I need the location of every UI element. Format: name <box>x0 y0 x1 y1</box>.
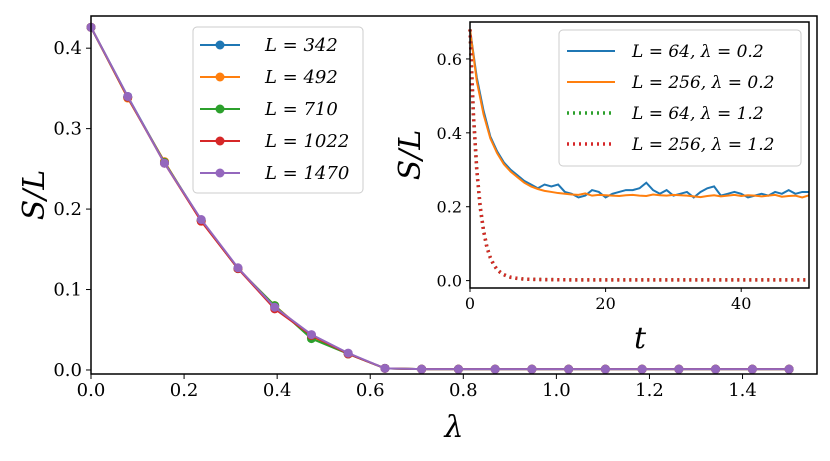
y-tick-label: 0.2 <box>53 199 82 220</box>
y-tick-label: 0.1 <box>53 280 82 301</box>
legend-label: L = 710 <box>264 99 338 120</box>
data-point <box>123 91 133 101</box>
legend-marker <box>215 136 225 146</box>
data-point <box>600 364 610 374</box>
x-tick-label: 0.6 <box>356 380 385 401</box>
data-point <box>490 364 500 374</box>
legend-marker <box>215 104 225 114</box>
data-point <box>380 363 390 373</box>
x-tick-label: 1.4 <box>728 380 757 401</box>
data-point <box>233 263 243 273</box>
legend-label: L = 1022 <box>264 131 349 152</box>
main-legend-frame <box>192 26 364 194</box>
inset-plot: 0 20 40 0.0 0.2 0.4 0.6 t S/L L = 64, λ = 0.2… <box>393 21 810 356</box>
legend-marker <box>215 72 225 82</box>
y-tick-label: 0.6 <box>437 50 462 69</box>
y-tick-label: 0.0 <box>53 360 82 381</box>
data-point <box>417 364 427 374</box>
data-point <box>711 364 721 374</box>
main-series-group <box>86 22 794 374</box>
main-y-axis: 0.0 0.1 0.2 0.3 0.4 <box>53 38 91 381</box>
legend-marker <box>215 40 225 50</box>
data-point <box>453 364 463 374</box>
data-point <box>159 158 169 168</box>
y-tick-label: 0.0 <box>437 272 462 291</box>
inset-series-line-1 <box>469 29 810 199</box>
inset-x-axis-label: t <box>634 321 647 356</box>
inset-y-axis: 0.0 0.2 0.4 0.6 <box>437 50 470 291</box>
inset-legend-frame <box>558 29 802 167</box>
data-point <box>674 364 684 374</box>
inset-series-group <box>468 29 810 282</box>
inset-legend: L = 64, λ = 0.2 L = 256, λ = 0.2 L = 64, λ… <box>558 29 802 167</box>
data-point <box>270 302 280 312</box>
inset-plot-frame <box>469 21 810 289</box>
x-tick-label: 1.2 <box>635 380 664 401</box>
x-tick-label: 1.0 <box>542 380 571 401</box>
y-tick-label: 0.2 <box>437 198 462 217</box>
x-tick-label: 20 <box>595 294 615 313</box>
data-point <box>527 364 537 374</box>
data-point <box>747 364 757 374</box>
x-tick-label: 0 <box>465 294 475 313</box>
data-point <box>196 215 206 225</box>
series-line-4 <box>90 26 790 371</box>
inset-y-axis-label: S/L <box>393 130 428 181</box>
data-point <box>564 364 574 374</box>
y-tick-label: 0.3 <box>53 119 82 140</box>
main-y-axis-label: S/L <box>17 170 52 221</box>
main-legend: L = 342 L = 492 L = 710 L = 1022 L = 1470 <box>192 26 364 194</box>
inset-x-axis: 0 20 40 <box>465 288 751 313</box>
inset-legend-label: L = 64, λ = 0.2 <box>631 42 764 62</box>
data-point <box>306 330 316 340</box>
inset-legend-label: L = 64, λ = 1.2 <box>631 104 764 124</box>
x-tick-label: 0.8 <box>449 380 478 401</box>
inset-series-line-3 <box>468 29 809 282</box>
x-tick-label: 0.0 <box>77 380 106 401</box>
legend-marker <box>215 168 225 178</box>
main-plot: 0.0 0.2 0.4 0.6 0.8 1.0 1.2 1.4 0.0 0.1 0.2 0.3 0.4… <box>17 15 818 445</box>
legend-label: L = 342 <box>264 35 338 56</box>
inset-legend-label: L = 256, λ = 1.2 <box>631 135 774 155</box>
y-tick-label: 0.4 <box>437 124 462 143</box>
main-plot-frame <box>90 15 818 375</box>
data-point <box>784 364 794 374</box>
inset-legend-label: L = 256, λ = 0.2 <box>631 73 774 93</box>
data-point <box>343 348 353 358</box>
x-tick-label: 40 <box>731 294 751 313</box>
y-tick-label: 0.4 <box>53 38 82 59</box>
main-x-axis: 0.0 0.2 0.4 0.6 0.8 1.0 1.2 1.4 <box>77 374 757 401</box>
legend-label: L = 1470 <box>264 163 349 184</box>
data-point <box>637 364 647 374</box>
x-tick-label: 0.2 <box>170 380 199 401</box>
legend-label: L = 492 <box>264 67 338 88</box>
main-x-axis-label: λ <box>443 410 463 445</box>
x-tick-label: 0.4 <box>263 380 292 401</box>
